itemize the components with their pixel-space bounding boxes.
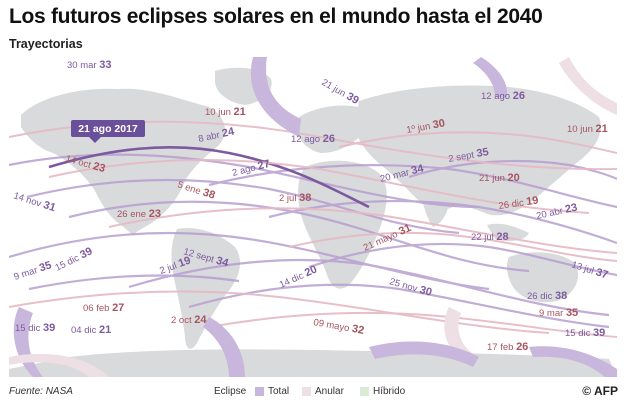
eclipse-path-2017	[48, 146, 370, 209]
label-total: 12 ago 26	[291, 133, 335, 145]
polar-paths	[9, 57, 617, 377]
world-map: 21 ago 2017 30 mar 33 21 jun 39 12 ago 2…	[9, 57, 617, 377]
page-subtitle: Trayectorias	[9, 37, 83, 51]
legend-swatch-annular	[302, 387, 311, 396]
legend-bar: Fuente: NASA Eclipse Total Anular Híbrid…	[0, 380, 627, 404]
label-annular: 10 jun 21	[567, 123, 608, 135]
legend-annular: Anular	[315, 386, 344, 397]
label-annular: 17 feb 26	[487, 341, 528, 353]
label-total: 15 dic 39	[15, 322, 55, 334]
label-annular: 10 jun 21	[205, 106, 246, 118]
label-annular: 06 feb 27	[83, 302, 124, 314]
label-total: 30 mar 33	[67, 59, 111, 71]
label-total: 04 dic 21	[71, 324, 111, 336]
label-total: 8 abr 24	[197, 125, 236, 145]
label-total: 22 jul 28	[471, 231, 509, 243]
page-title: Los futuros eclipses solares en el mundo…	[9, 5, 543, 28]
eclipse-paths-total	[9, 153, 617, 329]
source-text: Fuente: NASA	[9, 386, 73, 397]
label-annular: 9 mar 35	[539, 307, 578, 319]
highlight-2017-text: 21 ago 2017	[78, 123, 138, 135]
label-total: 12 ago 26	[481, 90, 525, 102]
afp-logo: © AFP	[582, 384, 618, 398]
label-total: 2 sept 35	[447, 146, 489, 165]
legend-swatch-total	[255, 387, 264, 396]
label-annular: 2 jul 38	[279, 192, 311, 204]
labels-total: 30 mar 33 21 jun 39 12 ago 26 8 abr 24 1…	[12, 59, 609, 339]
label-total: 15 dic 39	[565, 327, 605, 339]
label-annular: 26 dic 19	[498, 194, 540, 211]
legend-total: Total	[268, 386, 290, 397]
legend-hybrid: Híbrido	[373, 386, 406, 397]
label-annular: 26 ene 23	[117, 208, 161, 220]
label-annular: 1º jun 30	[405, 117, 445, 136]
legend-swatch-hybrid	[360, 387, 369, 396]
highlight-2017-label: 21 ago 2017	[71, 120, 145, 143]
label-annular: 2 oct 24	[171, 314, 207, 326]
label-annular: 21 jun 20	[479, 172, 520, 184]
label-total: 20 abr 23	[535, 202, 578, 222]
legend-title: Eclipse	[214, 386, 247, 397]
label-total: 26 dic 38	[527, 290, 567, 302]
